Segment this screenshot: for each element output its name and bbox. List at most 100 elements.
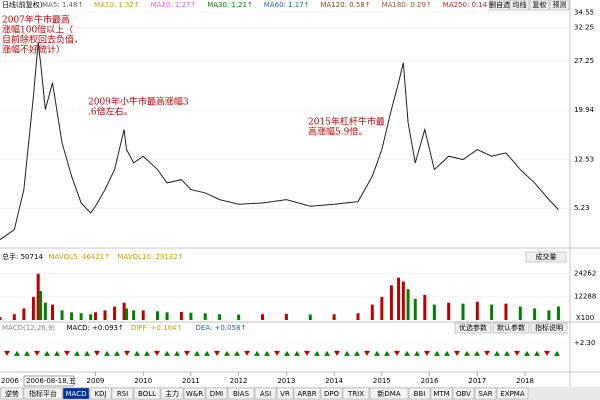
volume-bar: [547, 310, 551, 320]
signal-arrow: [14, 350, 20, 356]
indicator-tab[interactable]: [430, 387, 453, 400]
x-tick-label: 2013: [277, 377, 295, 385]
indicator-tab[interactable]: [227, 387, 255, 400]
header-button-label[interactable]: 删自选: [489, 0, 510, 9]
indicator-tab[interactable]: [452, 387, 475, 400]
volume-bar: [413, 298, 417, 320]
volume-bar: [124, 308, 128, 320]
signal-arrow: [424, 350, 430, 356]
volume-button-label[interactable]: 成交量: [536, 252, 557, 261]
indicator-tab[interactable]: [254, 387, 277, 400]
indicator-tab-label[interactable]: ARBR: [297, 390, 316, 398]
signal-arrow: [554, 350, 560, 356]
indicator-tab-label[interactable]: DPO: [324, 390, 340, 398]
indicator-tab-label[interactable]: BIAS: [233, 390, 250, 398]
indicator-tab-label[interactable]: EXPMA: [500, 390, 524, 398]
volume-bar: [93, 312, 97, 320]
header-button[interactable]: [509, 0, 530, 11]
volume-bar: [490, 304, 494, 320]
indicator-tab[interactable]: [183, 387, 206, 400]
indicator-tab[interactable]: [23, 387, 63, 400]
volume-bar: [332, 314, 336, 320]
indicator-tab[interactable]: [496, 387, 529, 400]
indicator-tab[interactable]: [111, 387, 134, 400]
indicator-tab[interactable]: [369, 387, 409, 400]
header-button[interactable]: [529, 0, 550, 11]
signal-arrow: [74, 350, 80, 356]
indicator-tab-label[interactable]: 逆势: [5, 389, 19, 398]
indicator-tab-label[interactable]: OBV: [456, 390, 471, 398]
header-button-label[interactable]: 复权: [533, 0, 547, 9]
macd-button-label[interactable]: 默认参数: [497, 323, 525, 332]
x-tick-label: 2018: [516, 377, 534, 385]
indicator-tab[interactable]: [342, 387, 370, 400]
indicator-tab[interactable]: [89, 387, 112, 400]
signal-arrow: [504, 350, 510, 356]
indicator-tab-label[interactable]: W&R: [186, 390, 203, 398]
signal-arrow: [114, 350, 120, 356]
indicator-tab[interactable]: [0, 387, 24, 400]
indicator-tab[interactable]: [160, 387, 184, 400]
indicator-tab-label[interactable]: TRIX: [347, 390, 364, 398]
macd-button[interactable]: [454, 322, 492, 334]
signal-arrow: [364, 350, 370, 356]
macd-button[interactable]: [530, 322, 568, 334]
volume-bar: [504, 303, 508, 320]
signal-arrow: [414, 350, 420, 356]
indicator-tab-label[interactable]: BOLL: [138, 390, 156, 398]
y-tick-label: +2.30: [574, 339, 595, 347]
indicator-tab[interactable]: [205, 387, 228, 400]
ma-label: MA10: 1.32↑: [94, 1, 140, 9]
indicator-tab[interactable]: [62, 387, 90, 400]
indicator-tab[interactable]: [276, 387, 294, 400]
signal-arrow: [304, 350, 310, 356]
indicator-tab-label[interactable]: ASI: [260, 390, 271, 398]
ma-label: MA5: 1.48↑: [42, 1, 83, 9]
indicator-tab[interactable]: [133, 387, 161, 400]
signal-arrow: [294, 350, 300, 356]
indicator-tab-label[interactable]: 新DMA: [377, 389, 400, 398]
indicator-tab-label[interactable]: 指标平台: [29, 389, 57, 398]
volume-bar: [79, 313, 83, 320]
signal-arrow: [514, 350, 520, 356]
header-button[interactable]: [489, 0, 510, 11]
macd-header: MACD(12,26,9): [2, 324, 55, 332]
signal-arrow: [534, 350, 540, 356]
indicator-tab-label[interactable]: VR: [280, 390, 290, 398]
header-button[interactable]: [549, 0, 570, 11]
annotation: 涨幅不好统计）: [2, 44, 65, 56]
macd-button-label[interactable]: 优选参数: [459, 323, 487, 332]
indicator-tab-label[interactable]: SAR: [478, 390, 492, 398]
indicator-tab-label[interactable]: 主力: [165, 389, 179, 398]
signal-arrow: [314, 350, 320, 356]
macd-button-label[interactable]: 指标说明: [535, 323, 563, 332]
annotation: 2015年杠杆牛市最: [308, 116, 385, 128]
indicator-tab-label[interactable]: DMI: [210, 390, 224, 398]
volume-bar: [189, 312, 193, 320]
indicator-tab-label[interactable]: MACD: [66, 390, 87, 398]
indicator-tab-label[interactable]: RSI: [117, 390, 128, 398]
header-button-label[interactable]: 预测: [553, 0, 567, 9]
indicator-tab-label[interactable]: MTM: [433, 390, 449, 398]
indicator-tab-label[interactable]: KDJ: [94, 390, 106, 398]
signal-arrow: [464, 350, 470, 356]
signal-arrow: [224, 350, 230, 356]
signal-arrow: [254, 350, 260, 356]
price-line: [0, 42, 559, 241]
macd-button[interactable]: [492, 322, 530, 334]
ma-label: MA250: 0.14↑: [443, 1, 493, 9]
indicator-tab[interactable]: [474, 387, 497, 400]
indicator-tab[interactable]: [408, 387, 431, 400]
header-button-label[interactable]: 均线: [513, 0, 527, 9]
volume-button[interactable]: [525, 251, 567, 263]
y-tick-label: 19.94: [574, 106, 595, 114]
volume-header: MAVOL5: 46421↑: [49, 253, 111, 261]
annotation: 2009年小牛市最高涨幅3: [88, 96, 189, 108]
indicator-tab[interactable]: [320, 387, 343, 400]
x-tick-label: 2014: [325, 377, 343, 385]
crosshair-box: [23, 375, 75, 387]
annotation: 涨幅100倍以上（: [2, 24, 73, 36]
indicator-tab[interactable]: [293, 387, 321, 400]
indicator-tab-label[interactable]: BBI: [414, 390, 426, 398]
volume-bar: [122, 302, 126, 320]
